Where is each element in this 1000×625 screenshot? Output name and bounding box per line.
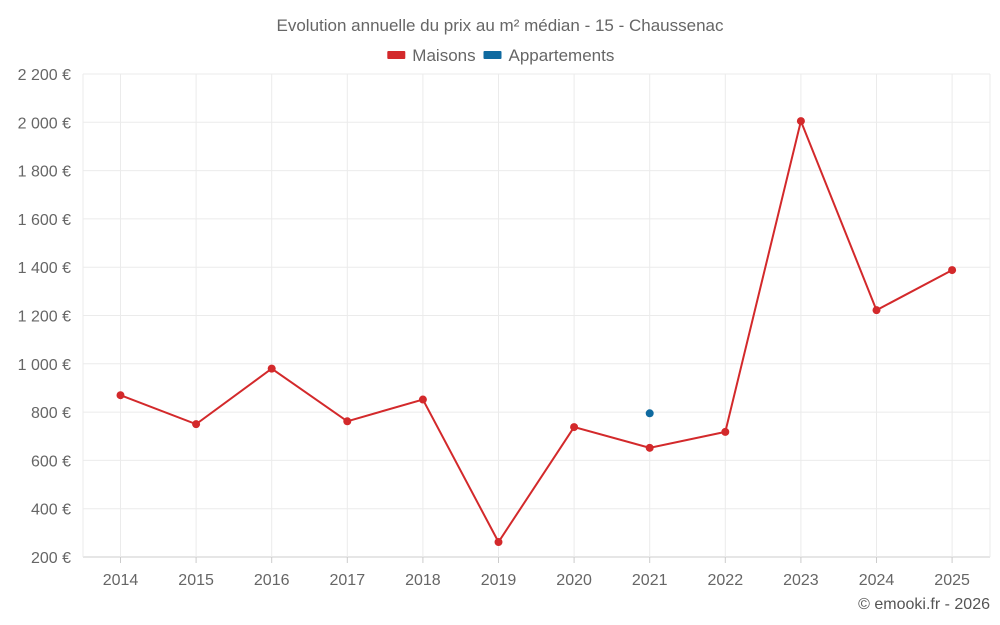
x-tick-label: 2019 bbox=[481, 572, 517, 589]
credit-text: © emooki.fr - 2026 bbox=[858, 596, 990, 613]
data-point-maisons[interactable] bbox=[570, 423, 579, 432]
data-point-maisons[interactable] bbox=[343, 417, 352, 426]
data-point-maisons[interactable] bbox=[721, 427, 730, 436]
legend-label-maisons[interactable]: Maisons bbox=[412, 46, 475, 65]
x-tick-label: 2020 bbox=[556, 572, 592, 589]
gridlines bbox=[82, 73, 991, 558]
data-point-maisons[interactable] bbox=[192, 420, 201, 429]
y-tick-label: 1 400 € bbox=[18, 260, 71, 277]
y-tick-label: 1 000 € bbox=[18, 357, 71, 374]
data-point-maisons[interactable] bbox=[116, 391, 125, 400]
y-tick-label: 1 200 € bbox=[18, 309, 71, 326]
data-point-maisons[interactable] bbox=[948, 266, 957, 275]
y-tick-label: 800 € bbox=[31, 405, 71, 422]
y-tick-label: 1 600 € bbox=[18, 212, 71, 229]
y-axis: 200 € 400 € 600 € 800 € 1 000 € 1 200 € 1 400 … bbox=[18, 67, 71, 567]
data-point-maisons[interactable] bbox=[645, 443, 654, 452]
x-tick-label: 2022 bbox=[708, 572, 744, 589]
x-axis: 2014 2015 2016 2017 2018 2019 2020 2021 2022 2023… bbox=[103, 557, 970, 589]
x-tick-label: 2018 bbox=[405, 572, 441, 589]
data-point-appartements[interactable] bbox=[645, 409, 654, 418]
series-group bbox=[116, 117, 957, 547]
x-tick-label: 2024 bbox=[859, 572, 895, 589]
chart-title: Evolution annuelle du prix au m² médian … bbox=[277, 16, 724, 35]
data-point-maisons[interactable] bbox=[267, 364, 276, 373]
data-point-maisons[interactable] bbox=[494, 538, 503, 547]
x-tick-label: 2023 bbox=[783, 572, 819, 589]
legend-label-appartements[interactable]: Appartements bbox=[509, 46, 615, 65]
x-tick-label: 2015 bbox=[178, 572, 214, 589]
legend-swatch-maisons bbox=[387, 51, 406, 59]
y-tick-label: 2 200 € bbox=[18, 67, 71, 84]
x-tick-label: 2016 bbox=[254, 572, 290, 589]
y-tick-label: 2 000 € bbox=[18, 115, 71, 132]
y-tick-label: 1 800 € bbox=[18, 164, 71, 181]
legend: Maisons Appartements bbox=[387, 46, 614, 65]
x-tick-label: 2014 bbox=[103, 572, 139, 589]
y-tick-label: 200 € bbox=[31, 550, 71, 567]
data-point-maisons[interactable] bbox=[418, 395, 427, 404]
x-tick-label: 2025 bbox=[934, 572, 970, 589]
data-point-maisons[interactable] bbox=[796, 117, 805, 126]
y-tick-label: 600 € bbox=[31, 453, 71, 470]
x-tick-label: 2017 bbox=[330, 572, 366, 589]
series-line-maisons bbox=[120, 117, 953, 544]
y-tick-label: 400 € bbox=[31, 502, 71, 519]
x-tick-label: 2021 bbox=[632, 572, 668, 589]
legend-swatch-appartements bbox=[483, 51, 502, 59]
data-point-maisons[interactable] bbox=[872, 306, 881, 315]
